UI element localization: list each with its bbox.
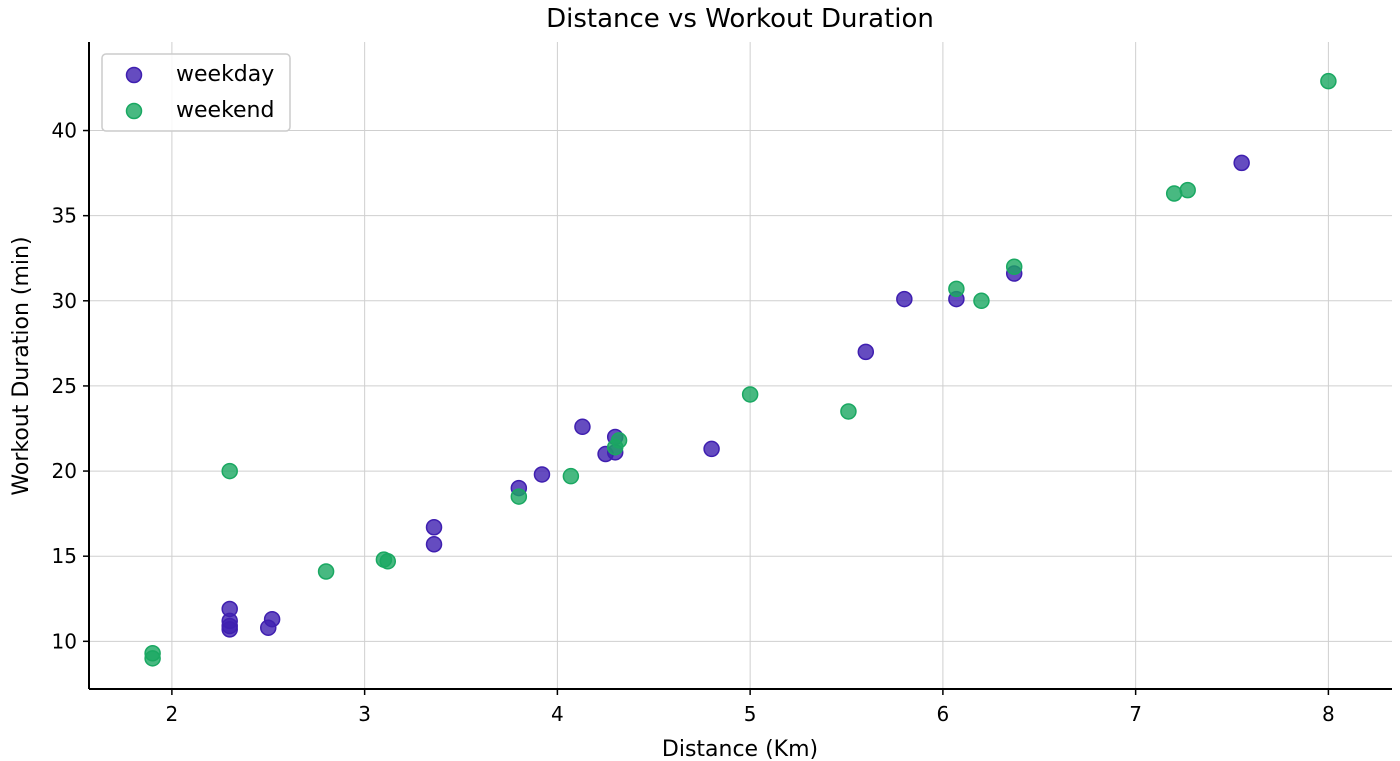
legend-marker-weekday [125, 66, 143, 84]
y-tick-label: 35 [52, 204, 77, 228]
data-point-weekend [221, 462, 238, 480]
x-tick-label: 4 [551, 702, 564, 726]
data-point-weekend [840, 403, 857, 420]
x-tick-label: 8 [1322, 702, 1335, 726]
y-tick-label: 15 [52, 544, 77, 568]
data-point-weekend [1005, 258, 1023, 275]
ticks: 2 3 4 5 6 7 8 10 15 20 25 30 35 40 [52, 119, 1335, 726]
data-point-weekend [144, 650, 161, 667]
y-tick-label: 30 [52, 289, 77, 313]
data-point-weekday [533, 466, 551, 483]
data-point-weekday [574, 418, 591, 436]
legend-marker-weekend [125, 102, 143, 120]
y-tick-label: 20 [52, 459, 77, 483]
x-tick-label: 6 [937, 702, 950, 726]
series-weekend [144, 72, 1337, 667]
data-point-weekday [221, 621, 238, 638]
grid [89, 42, 1392, 689]
series-weekday [221, 154, 1250, 638]
data-point-weekday [857, 343, 875, 361]
data-point-weekend [973, 292, 990, 310]
y-tick-label: 25 [52, 374, 77, 398]
legend-label-weekday: weekday [176, 62, 274, 87]
axes [88, 42, 1392, 690]
data-point-weekend [562, 467, 580, 485]
data-point-weekday [1233, 154, 1250, 172]
legend: weekday weekend [101, 53, 291, 132]
data-point-weekday [425, 536, 443, 553]
data-point-weekend [1165, 185, 1183, 202]
data-point-weekday [263, 610, 281, 628]
data-points [144, 72, 1337, 667]
data-point-weekend [317, 563, 335, 580]
x-tick-label: 5 [744, 702, 757, 726]
data-point-weekday [703, 440, 720, 458]
data-point-weekend [610, 432, 628, 449]
y-tick-label: 40 [52, 119, 77, 143]
x-tick-label: 3 [358, 702, 371, 726]
y-axis-label: Workout Duration (min) [9, 236, 34, 495]
data-point-weekend [1320, 72, 1337, 90]
x-tick-label: 7 [1129, 702, 1142, 726]
legend-box [101, 53, 291, 132]
data-point-weekend [379, 553, 397, 570]
data-point-weekday [896, 290, 913, 308]
data-point-weekend [1179, 181, 1196, 199]
data-point-weekend [741, 386, 759, 403]
data-point-weekend [948, 280, 965, 298]
legend-label-weekend: weekend [176, 98, 274, 123]
y-tick-label: 10 [52, 629, 77, 653]
x-axis-label: Distance (Km) [662, 737, 818, 761]
data-point-weekend [510, 488, 528, 505]
x-tick-label: 2 [166, 702, 179, 726]
data-point-weekday [425, 519, 443, 536]
chart-title: Distance vs Workout Duration [546, 4, 934, 34]
